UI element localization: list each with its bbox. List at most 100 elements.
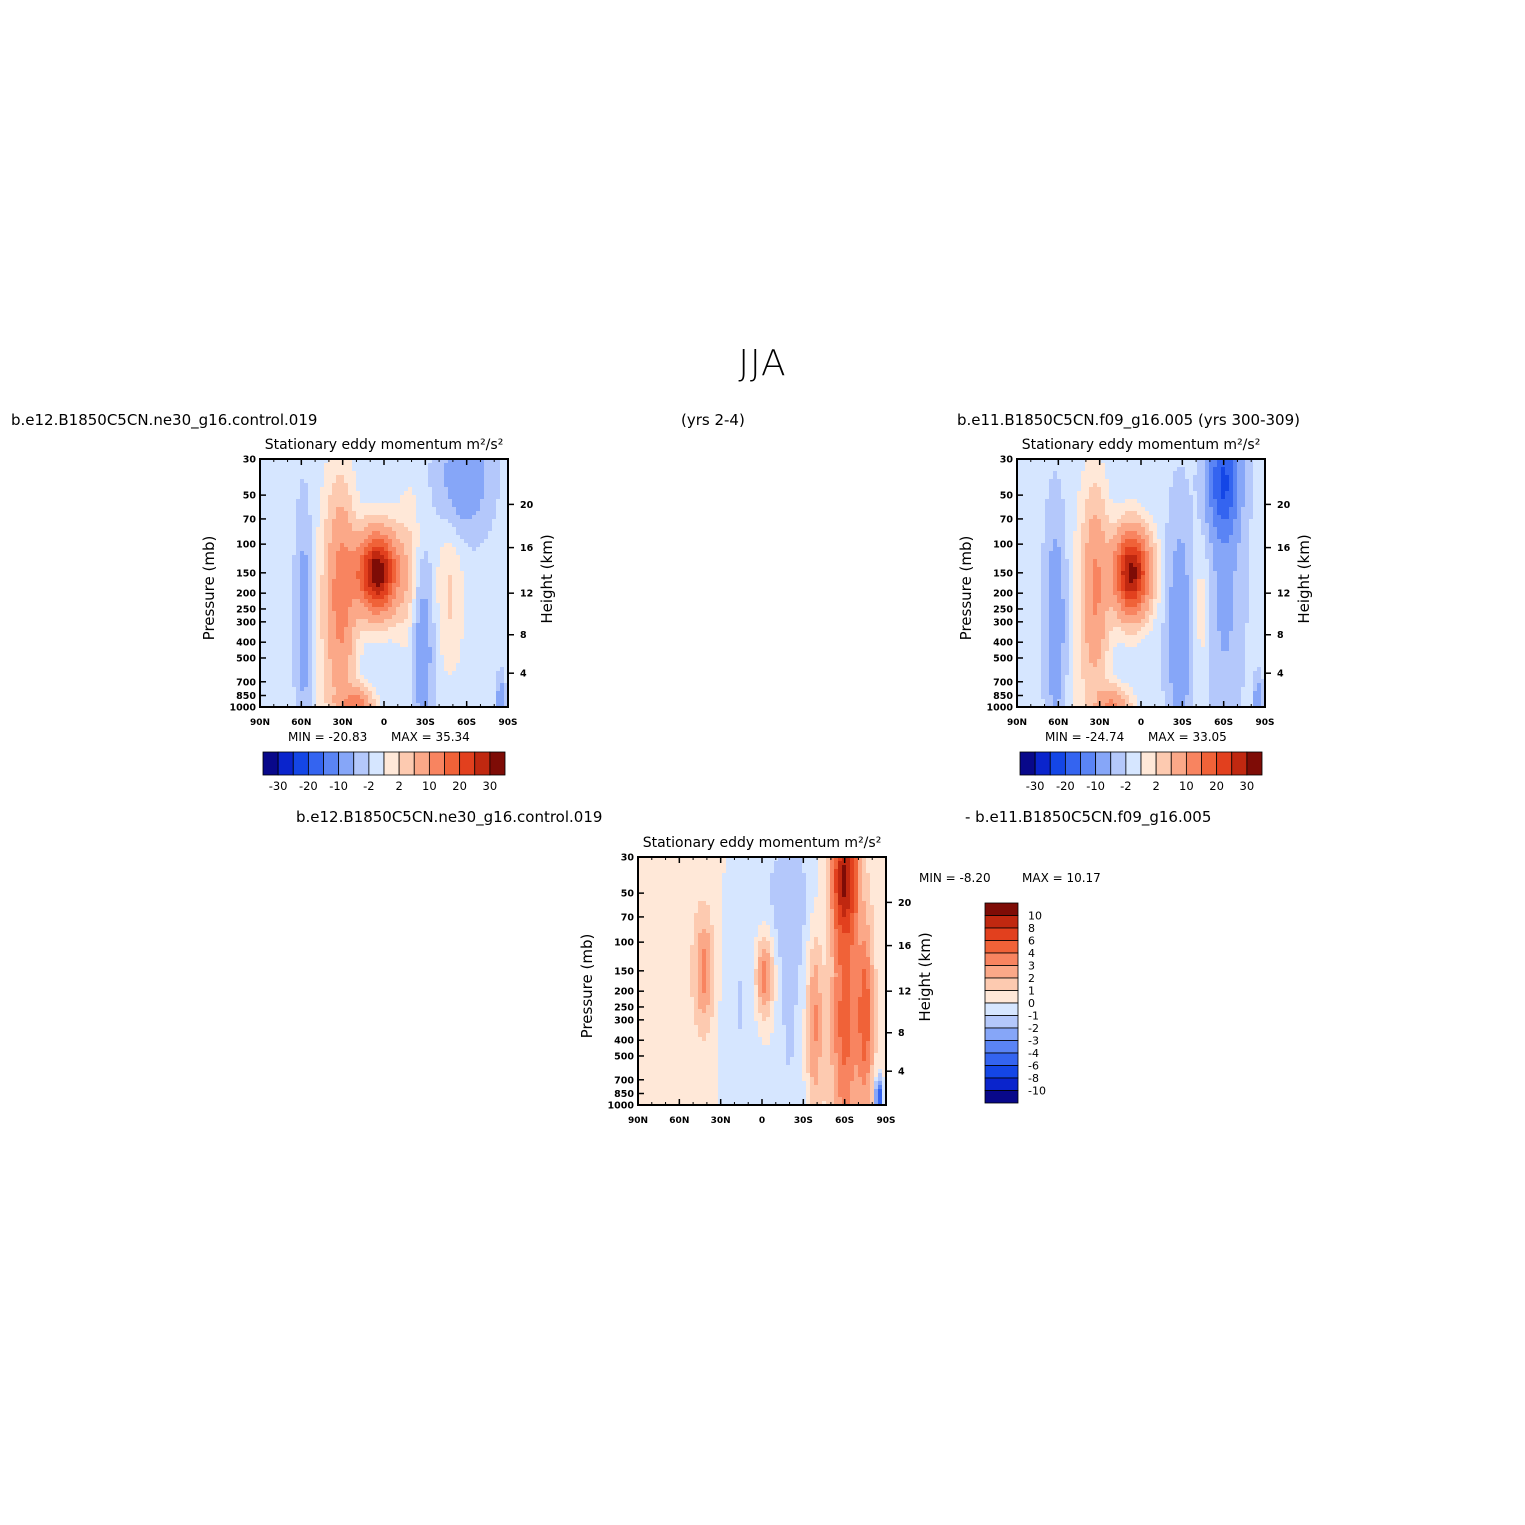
- field-cell: [416, 491, 421, 496]
- field-cell: [432, 555, 437, 560]
- field-cell: [376, 551, 381, 556]
- field-cell: [316, 503, 321, 508]
- field-cell: [292, 495, 297, 500]
- field-cell: [404, 463, 409, 468]
- field-cell: [1185, 471, 1190, 476]
- field-cell: [464, 503, 469, 508]
- field-cell: [464, 643, 469, 648]
- field-cell: [1041, 515, 1046, 520]
- field-cell: [292, 667, 297, 672]
- field-cell: [484, 631, 489, 636]
- field-cell: [488, 459, 493, 464]
- field-cell: [372, 595, 377, 600]
- field-cell: [412, 611, 417, 616]
- field-cell: [424, 567, 429, 572]
- field-cell: [500, 699, 505, 704]
- field-cell: [1173, 511, 1178, 516]
- field-cell: [464, 599, 469, 604]
- field-cell: [448, 555, 453, 560]
- field-cell: [296, 467, 301, 472]
- field-cell: [428, 499, 433, 504]
- field-cell: [1053, 503, 1058, 508]
- field-cell: [468, 659, 473, 664]
- field-cell: [328, 687, 333, 692]
- field-cell: [340, 631, 345, 636]
- field-cell: [420, 491, 425, 496]
- field-cell: [1077, 503, 1082, 508]
- field-cell: [1093, 471, 1098, 476]
- field-cell: [292, 647, 297, 652]
- field-cell: [436, 459, 441, 464]
- field-cell: [500, 647, 505, 652]
- field-cell: [1029, 467, 1034, 472]
- field-cell: [1117, 499, 1122, 504]
- field-cell: [272, 671, 277, 676]
- field-cell: [500, 459, 505, 464]
- field-cell: [332, 519, 337, 524]
- field-cell: [388, 695, 393, 700]
- y-tick-label: 250: [236, 604, 256, 615]
- field-cell: [1257, 471, 1262, 476]
- field-cell: [1049, 503, 1054, 508]
- field-cell: [1181, 499, 1186, 504]
- field-cell: [280, 623, 285, 628]
- field-cell: [368, 635, 373, 640]
- field-cell: [1173, 459, 1178, 464]
- field-cell: [472, 575, 477, 580]
- colorbar-box: [474, 751, 491, 776]
- field-cell: [444, 491, 449, 496]
- field-cell: [1073, 479, 1078, 484]
- field-cell: [344, 599, 349, 604]
- field-cell: [1133, 479, 1138, 484]
- field-cell: [1125, 511, 1130, 516]
- field-cell: [364, 551, 369, 556]
- field-cell: [488, 619, 493, 624]
- field-cell: [472, 659, 477, 664]
- field-cell: [444, 639, 449, 644]
- field-cell: [356, 523, 361, 528]
- field-cell: [1241, 503, 1246, 508]
- field-cell: [396, 495, 401, 500]
- field-cell: [496, 471, 501, 476]
- field-cell: [1017, 463, 1022, 468]
- field-cell: [348, 503, 353, 508]
- field-cell: [284, 503, 289, 508]
- field-cell: [1121, 467, 1126, 472]
- field-cell: [344, 611, 349, 616]
- field-cell: [368, 607, 373, 612]
- field-cell: [484, 547, 489, 552]
- field-cell: [312, 471, 317, 476]
- field-cell: [1161, 483, 1166, 488]
- field-cell: [492, 467, 497, 472]
- field-cell: [1257, 499, 1262, 504]
- field-cell: [1165, 503, 1170, 508]
- field-cell: [300, 591, 305, 596]
- field-cell: [380, 571, 385, 576]
- field-cell: [296, 683, 301, 688]
- y2-axis-label: Height (km): [538, 534, 556, 623]
- field-cell: [368, 587, 373, 592]
- field-cell: [416, 555, 421, 560]
- field-cell: [396, 515, 401, 520]
- field-cell: [1145, 471, 1150, 476]
- field-cell: [284, 563, 289, 568]
- field-cell: [1213, 495, 1218, 500]
- field-cell: [472, 543, 477, 548]
- field-cell: [460, 691, 465, 696]
- field-cell: [416, 623, 421, 628]
- field-cell: [340, 623, 345, 628]
- field-cell: [368, 515, 373, 520]
- field-cell: [376, 503, 381, 508]
- field-cell: [360, 495, 365, 500]
- field-cell: [276, 603, 281, 608]
- field-cell: [1177, 475, 1182, 480]
- field-cell: [288, 619, 293, 624]
- field-cell: [448, 655, 453, 660]
- field-cell: [380, 699, 385, 704]
- field-cell: [280, 575, 285, 580]
- field-cell: [468, 543, 473, 548]
- field-cell: [472, 519, 477, 524]
- field-cell: [1201, 487, 1206, 492]
- field-cell: [412, 543, 417, 548]
- field-cell: [436, 647, 441, 652]
